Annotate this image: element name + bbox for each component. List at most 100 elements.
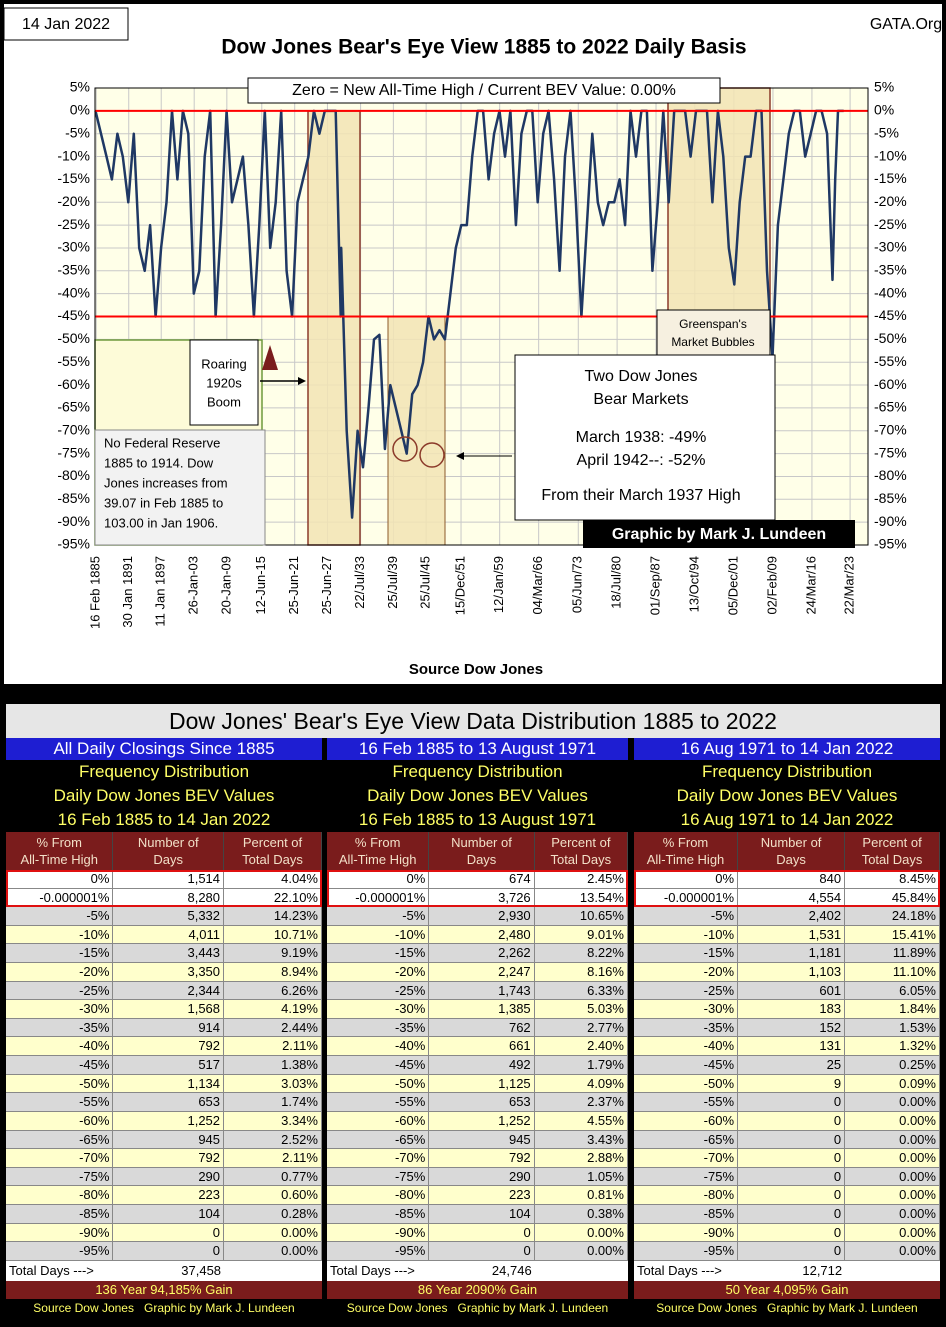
x-tick-label: 01/Sep/87 <box>647 556 662 615</box>
fed-box <box>94 429 266 546</box>
table-cell: -55% <box>6 1093 114 1112</box>
source: Source Dow Jones Graphic by Mark J. Lund… <box>6 1298 322 1317</box>
total-row: Total Days ---> 24,746 <box>327 1260 628 1281</box>
table-cell: 0.00% <box>845 1149 940 1168</box>
y2-tick-label: -65% <box>874 399 907 415</box>
table-cell: -20% <box>327 963 430 982</box>
y2-tick-label: -70% <box>874 421 907 437</box>
table-cell: 11.89% <box>845 944 940 964</box>
table-row: -75% 290 1.05% <box>327 1167 628 1187</box>
y-tick-label: -30% <box>57 239 90 255</box>
x-tick-label: 16 Feb 1885 <box>88 556 103 629</box>
table-cell: -15% <box>327 944 430 964</box>
table-cell: 8.16% <box>534 963 628 982</box>
panel-subtitle: Frequency Distribution <box>327 760 628 784</box>
table-cell: -95% <box>634 1242 739 1261</box>
table-cell: 6.33% <box>534 981 628 1001</box>
table-row: -70% 0 0.00% <box>634 1149 940 1168</box>
table-row: -55% 653 1.74% <box>6 1093 322 1112</box>
table-row: -0.000001% 8,280 22.10% <box>6 888 322 908</box>
table-row: -25% 601 6.05% <box>634 981 940 1001</box>
panel-subtitle: Daily Dow Jones BEV Values <box>6 784 322 808</box>
table-cell: -65% <box>327 1130 430 1150</box>
panel-subtitle: Frequency Distribution <box>634 760 940 784</box>
y-tick-label: -75% <box>57 444 90 460</box>
y2-tick-label: -15% <box>874 170 907 186</box>
column-header-line: All-Time High <box>338 852 417 867</box>
table-row: -45% 25 0.25% <box>634 1056 940 1075</box>
column-header-line: Percent of <box>551 835 611 850</box>
table-cell: 0.00% <box>845 1186 940 1205</box>
table-cell: 840 <box>738 870 846 889</box>
table-row: -35% 762 2.77% <box>327 1018 628 1038</box>
table-cell: 792 <box>113 1149 225 1168</box>
table-cell: 1,181 <box>738 944 846 964</box>
table-cell: 3.03% <box>224 1074 322 1094</box>
y-tick-label: -10% <box>57 147 90 163</box>
table-cell: 8.94% <box>224 963 322 982</box>
table-cell: 0% <box>634 870 739 889</box>
table-cell: -75% <box>634 1167 739 1187</box>
x-tick-label: 22/Mar/23 <box>842 556 857 615</box>
x-tick-label: 12/Jan/59 <box>491 556 506 613</box>
table-cell: 22.10% <box>224 888 322 908</box>
annotation: 1920s <box>206 375 242 390</box>
table-cell: 0.00% <box>845 1223 940 1243</box>
table-cell: 492 <box>429 1056 535 1075</box>
table-cell: -55% <box>634 1093 739 1112</box>
table-cell: -30% <box>634 1000 739 1019</box>
table-row: -80% 223 0.81% <box>327 1186 628 1205</box>
table-cell: 1.53% <box>845 1018 940 1038</box>
table-cell: 0.00% <box>845 1093 940 1112</box>
table-cell: 2,262 <box>429 944 535 964</box>
table-cell: 0 <box>738 1130 846 1150</box>
table-cell: -30% <box>6 1000 114 1019</box>
table-cell: -60% <box>634 1111 739 1131</box>
table-cell: 0.09% <box>845 1074 940 1094</box>
table-cell: 0 <box>113 1223 225 1243</box>
table-cell: 674 <box>429 870 535 889</box>
table-cell: 1.05% <box>534 1167 628 1187</box>
table-row: 0% 1,514 4.04% <box>6 870 322 889</box>
bev-line <box>94 109 844 519</box>
table-cell: 1,743 <box>429 981 535 1001</box>
table-cell: 2.11% <box>224 1037 322 1057</box>
table-cell: 0 <box>738 1093 846 1112</box>
table-cell: 2.11% <box>224 1149 322 1168</box>
table-cell: 2.40% <box>534 1037 628 1057</box>
table-cell: -65% <box>6 1130 114 1150</box>
y-tick-label: -5% <box>65 124 90 140</box>
x-tick-label: 13/Oct/94 <box>686 556 701 612</box>
table-panel: 16 Aug 1971 to 14 Jan 2022 Frequency Dist… <box>634 738 940 1317</box>
annotation: Jones increases from <box>104 475 228 490</box>
table-row: -25% 2,344 6.26% <box>6 981 322 1001</box>
source: Source Dow Jones <box>409 661 543 678</box>
table-cell: 2.44% <box>224 1018 322 1038</box>
column-header-line: % From <box>354 835 401 850</box>
column-header: Percent of Total Days <box>534 832 628 870</box>
table-cell: 1,252 <box>429 1111 535 1131</box>
table-cell: -50% <box>634 1074 739 1094</box>
table-cell: -20% <box>6 963 114 982</box>
table-row: 0% 840 8.45% <box>634 870 940 889</box>
site: GATA.Org <box>870 16 942 33</box>
x-tick-label: 05/Dec/01 <box>725 556 740 615</box>
column-header-line: Number of <box>760 835 822 850</box>
zero-box <box>247 77 721 104</box>
table-cell: 653 <box>113 1093 225 1112</box>
column-header: % From All-Time High <box>634 832 739 870</box>
column-header-line: % From <box>36 835 82 850</box>
table-row: -15% 1,181 11.89% <box>634 944 940 964</box>
x-tick-label: 11 Jan 1897 <box>153 556 168 627</box>
table-cell: 0.00% <box>845 1130 940 1150</box>
table-cell: -90% <box>6 1223 114 1243</box>
table-panel: 16 Feb 1885 to 13 August 1971 Frequency D… <box>327 738 628 1317</box>
x-tick-label: 25/Jul/45 <box>418 556 433 609</box>
column-header-line: Number of <box>451 835 512 850</box>
table-cell: 0 <box>113 1242 225 1261</box>
table-cell: 5.03% <box>534 1000 628 1019</box>
annotation: 39.07 in Feb 1885 to <box>104 495 223 510</box>
table-cell: 1,252 <box>113 1111 225 1131</box>
table-cell: 1.32% <box>845 1037 940 1057</box>
table-row: -70% 792 2.11% <box>6 1149 322 1168</box>
